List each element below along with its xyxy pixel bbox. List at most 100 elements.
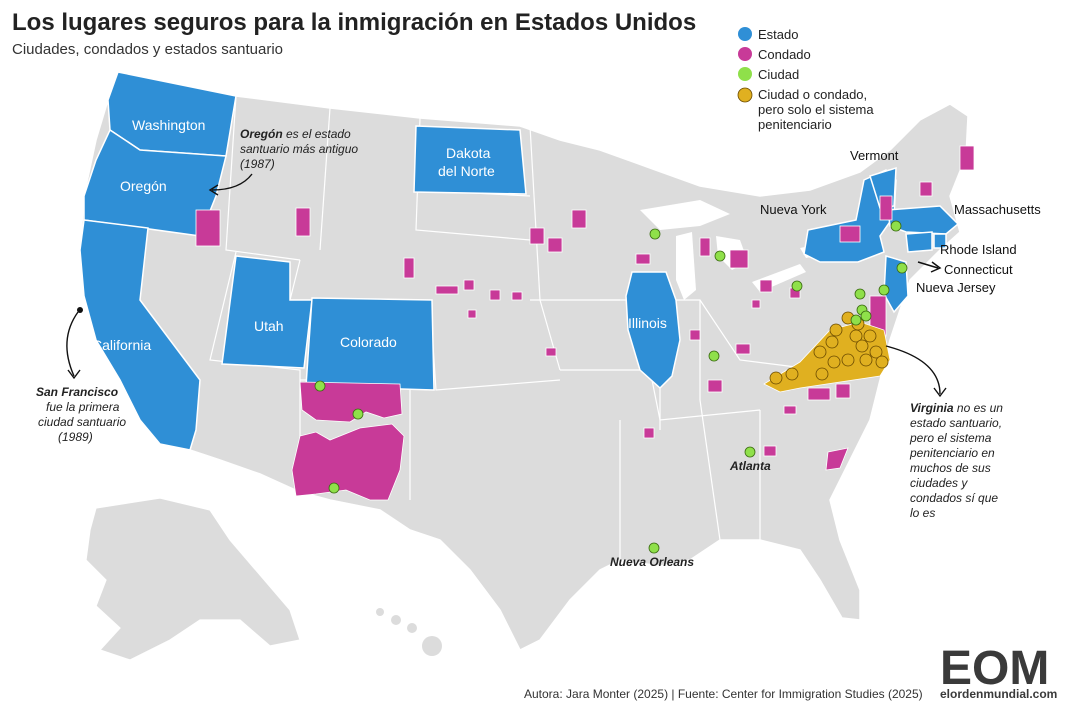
county-nc-2	[835, 383, 851, 399]
dot-ciudad-atlanta	[744, 446, 756, 458]
legend-label-ciudad: Ciudad	[758, 67, 799, 82]
dot-penitenciario	[827, 355, 841, 369]
dot-ciudad	[328, 482, 340, 494]
label-illinois: Illinois	[628, 315, 667, 331]
oregon-note: Oregón es el estado santuario más antigu…	[208, 127, 358, 196]
dot-ciudad	[708, 350, 720, 362]
legend-label-estado: Estado	[758, 27, 798, 42]
county-ne-5	[511, 291, 523, 301]
county-oh-2	[751, 299, 761, 309]
county-sd-2	[547, 237, 563, 253]
county-mn-1	[571, 209, 587, 229]
label-nueva-orleans: Nueva Orleans	[610, 555, 694, 569]
dot-ciudad	[896, 262, 908, 274]
eom-site: elordenmundial.com	[940, 687, 1057, 701]
legend-swatch-estado	[738, 27, 752, 41]
penitenciario-dots	[769, 311, 889, 385]
legend-swatch-condado	[738, 47, 752, 61]
footer-credit: Autora: Jara Monter (2025) | Fuente: Cen…	[524, 687, 923, 701]
county-ny-2	[839, 225, 861, 243]
label-atlanta: Atlanta	[729, 459, 771, 473]
dot-ciudad	[352, 408, 364, 420]
condado-counties	[195, 145, 975, 501]
county-me	[959, 145, 975, 171]
dot-ciudad	[314, 380, 326, 392]
sf-arrowhead	[67, 369, 81, 380]
dot-ciudad-nueva-orleans	[648, 542, 660, 554]
state-new-york	[803, 169, 897, 263]
county-tn-1	[707, 379, 723, 393]
county-ne-1	[403, 257, 415, 279]
county-nc-1	[807, 387, 831, 401]
dot-penitenciario	[859, 353, 873, 367]
legend: Estado Condado Ciudad Ciudad o condado, …	[737, 27, 874, 132]
alaska	[85, 497, 301, 661]
dot-penitenciario	[855, 339, 869, 353]
legend-label-penitenciario-1: Ciudad o condado,	[758, 87, 867, 102]
sf-arrow	[66, 311, 79, 377]
virginia-note-l7: condados sí que	[910, 491, 998, 505]
legend-label-penitenciario-2: pero solo el sistema	[758, 102, 874, 117]
virginia-note-l4: penitenciario en	[909, 446, 995, 460]
lake-michigan	[676, 232, 696, 300]
county-id	[195, 209, 221, 247]
label-vermont: Vermont	[850, 148, 899, 163]
virginia-arrowhead	[933, 387, 947, 398]
label-nueva-jersey: Nueva Jersey	[916, 280, 996, 295]
county-mi-1	[699, 237, 711, 257]
hawaii	[376, 608, 442, 656]
dot-ciudad	[860, 310, 872, 322]
virginia-note-l2: estado santuario,	[910, 416, 1002, 430]
virginia-note-bold: Virginia	[910, 401, 954, 415]
dot-ciudad	[854, 288, 866, 300]
page-subtitle: Ciudades, condados y estados santuario	[12, 41, 283, 58]
label-washington: Washington	[132, 117, 205, 133]
label-massachusetts: Massachusetts	[954, 202, 1041, 217]
virginia-note-l5: muchos de sus	[910, 461, 991, 475]
sf-marker	[77, 307, 83, 313]
county-mi-2	[729, 249, 749, 269]
virginia-note-l3: pero el sistema	[909, 431, 992, 445]
county-nc-3	[783, 405, 797, 415]
connecticut-arrowhead	[930, 261, 942, 273]
state-rhode-island	[933, 233, 947, 249]
county-ms-1	[643, 427, 655, 439]
legend-swatch-ciudad	[738, 67, 752, 81]
legend-label-condado: Condado	[758, 47, 811, 62]
oregon-note-l3: (1987)	[240, 157, 275, 171]
label-oregon: Oregón	[120, 178, 167, 194]
ciudad-dots	[314, 220, 908, 554]
lake-superior	[640, 200, 730, 230]
dot-ciudad	[878, 284, 890, 296]
page-title: Los lugares seguros para la inmigración …	[12, 9, 696, 36]
state-north-dakota	[413, 125, 527, 195]
sf-note-l2: fue la primera	[46, 400, 120, 414]
label-dakota-2: del Norte	[438, 163, 495, 179]
county-sd-1	[529, 227, 545, 245]
county-cluster-nm	[291, 423, 405, 501]
county-ky-1	[735, 343, 751, 355]
dot-penitenciario	[813, 345, 827, 359]
dot-penitenciario	[815, 367, 829, 381]
oregon-arrow	[211, 173, 253, 191]
connecticut-arrow	[917, 261, 939, 269]
label-utah: Utah	[254, 318, 284, 334]
dot-penitenciario	[875, 355, 889, 369]
virginia-note: Virginia no es un estado santuario, pero…	[885, 345, 1003, 520]
county-ga-1	[763, 445, 777, 457]
county-cluster-co-nm	[299, 381, 403, 423]
dot-ciudad	[850, 314, 862, 326]
state-illinois	[625, 271, 681, 390]
oregon-note-l1: es el estado	[283, 127, 351, 141]
legend-label-penitenciario-3: penitenciario	[758, 117, 832, 132]
state-california	[79, 219, 201, 451]
sf-note: San Francisco fue la primera ciudad sant…	[36, 307, 126, 444]
svg-text:Virginia no es un: Virginia no es un	[910, 401, 1003, 415]
dot-ciudad	[649, 228, 661, 240]
label-connecticut: Connecticut	[944, 262, 1013, 277]
county-nh	[919, 181, 933, 197]
dot-penitenciario	[863, 329, 877, 343]
label-california: California	[92, 337, 151, 353]
county-ne-2	[435, 285, 459, 295]
